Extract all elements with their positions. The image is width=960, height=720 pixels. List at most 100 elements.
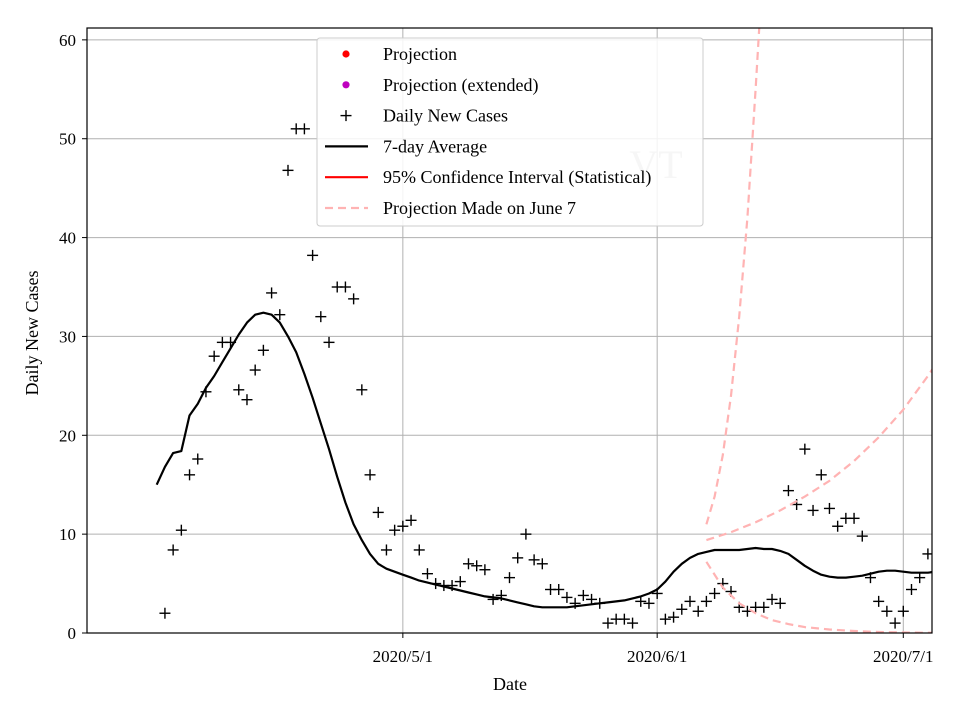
legend-marker-projection (342, 50, 350, 58)
x-tick-label-2: 2020/7/1 (873, 647, 933, 666)
daily-cases-marker-20 (323, 336, 335, 348)
daily-cases-marker-36 (454, 576, 466, 588)
daily-cases-marker-75 (774, 597, 786, 609)
legend-entry-projection: Projection (342, 44, 457, 64)
daily-cases-marker-49 (561, 591, 573, 603)
daily-cases-marker-88 (881, 605, 893, 617)
daily-cases-marker-11 (249, 364, 261, 376)
daily-cases-marker-26 (372, 506, 384, 518)
y-axis-label: Daily New Cases (22, 271, 42, 396)
y-tick-label-6: 60 (59, 31, 76, 50)
daily-cases-marker-92 (914, 572, 926, 584)
y-tick-label-2: 20 (59, 426, 76, 445)
daily-cases-marker-30 (405, 514, 417, 526)
daily-cases-marker-73 (758, 601, 770, 613)
daily-cases-marker-29 (397, 520, 409, 532)
daily-cases-marker-43 (512, 552, 524, 564)
daily-cases-marker-91 (905, 584, 917, 596)
daily-cases-marker-12 (257, 344, 269, 356)
daily-cases-marker-56 (618, 613, 630, 625)
daily-cases-marker-14 (274, 309, 286, 321)
daily-cases-marker-42 (504, 572, 515, 584)
daily-cases-marker-25 (364, 469, 376, 481)
daily-cases-marker-51 (577, 589, 589, 601)
y-tick-label-4: 40 (59, 229, 76, 248)
daily-cases-marker-40 (487, 593, 499, 605)
daily-cases-marker-13 (266, 287, 278, 299)
daily-cases-marker-6 (208, 350, 220, 362)
daily-cases-marker-32 (421, 568, 433, 580)
axes-frame (86, 27, 933, 634)
daily-cases-marker-82 (832, 520, 844, 532)
daily-cases-marker-39 (479, 564, 491, 576)
daily-cases-marker-64 (684, 595, 696, 607)
daily-cases-marker-78 (799, 443, 811, 455)
daily-cases-marker-2 (175, 524, 187, 536)
daily-cases-marker-87 (873, 595, 885, 607)
daily-cases-marker-59 (643, 597, 655, 609)
daily-cases-marker-54 (602, 617, 614, 629)
daily-cases-marker-17 (298, 123, 310, 135)
daily-cases-marker-28 (389, 524, 401, 536)
daily-cases-marker-79 (807, 504, 819, 516)
x-tick-label-1: 2020/6/1 (627, 647, 687, 666)
y-tick-label-0: 0 (68, 624, 77, 643)
daily-cases-marker-10 (241, 394, 253, 406)
daily-cases-marker-19 (315, 311, 327, 323)
legend: Projection Projection (extended) Daily New… (316, 37, 704, 227)
daily-cases-marker-67 (709, 587, 721, 599)
daily-cases-marker-66 (700, 595, 712, 607)
daily-cases-marker-4 (192, 453, 204, 465)
daily-cases-marker-76 (782, 485, 794, 497)
daily-cases-marker-57 (627, 617, 639, 629)
daily-cases-marker-90 (897, 605, 909, 617)
daily-cases-marker-48 (553, 584, 565, 596)
daily-cases-marker-84 (848, 512, 860, 524)
y-tick-label-1: 10 (59, 525, 76, 544)
daily-cases-marker-31 (413, 544, 425, 556)
daily-cases-marker-63 (676, 603, 688, 615)
daily-cases-marker-61 (659, 613, 671, 625)
daily-cases-marker-15 (282, 164, 294, 176)
daily-cases-marker-18 (307, 249, 319, 261)
daily-cases-marker-62 (668, 611, 680, 623)
legend-label-ci: 95% Confidence Interval (Statistical) (383, 167, 651, 188)
daily-cases-marker-65 (692, 605, 704, 617)
daily-cases-marker-52 (586, 593, 598, 605)
legend-marker-projection_ext (342, 81, 350, 89)
legend-entry-june7: Projection Made on June 7 (325, 198, 576, 218)
daily-cases-marker-58 (635, 595, 647, 607)
legend-entry-avg: 7-day Average (325, 136, 487, 156)
daily-cases-marker-1 (167, 544, 179, 556)
daily-cases-marker-44 (520, 528, 532, 540)
legend-label-avg: 7-day Average (383, 136, 487, 156)
daily-cases-marker-38 (471, 560, 483, 572)
daily-cases-marker-22 (339, 281, 351, 293)
legend-entry-projection_ext: Projection (extended) (342, 75, 538, 96)
series-6-line (705, 28, 761, 525)
daily-cases-marker-0 (159, 607, 171, 619)
legend-entry-daily: Daily New Cases (340, 106, 508, 126)
daily-cases-marker-9 (233, 384, 245, 396)
daily-cases-marker-81 (823, 502, 835, 514)
y-tick-label-3: 30 (59, 327, 76, 346)
x-axis-label: Date (493, 674, 527, 694)
daily-cases-marker-85 (856, 530, 868, 542)
axes: 2020/5/12020/6/12020/7/12020/8/101020304… (59, 27, 934, 666)
legend-label-june7: Projection Made on June 7 (383, 198, 576, 218)
plot-area (155, 28, 932, 633)
y-tick-label-5: 50 (59, 130, 76, 149)
daily-cases-marker-3 (184, 469, 196, 481)
legend-label-projection_ext: Projection (extended) (383, 75, 538, 96)
legend-label-daily: Daily New Cases (383, 106, 508, 126)
daily-cases-marker-23 (348, 293, 360, 305)
x-tick-label-0: 2020/5/1 (373, 647, 433, 666)
daily-cases-marker-37 (462, 558, 474, 570)
daily-cases-marker-27 (380, 544, 392, 556)
daily-cases-marker-80 (815, 469, 827, 481)
daily-cases-marker-89 (889, 617, 901, 629)
legend-label-projection: Projection (383, 44, 457, 64)
daily-cases-marker-46 (536, 558, 548, 570)
daily-cases-marker-45 (528, 554, 540, 566)
